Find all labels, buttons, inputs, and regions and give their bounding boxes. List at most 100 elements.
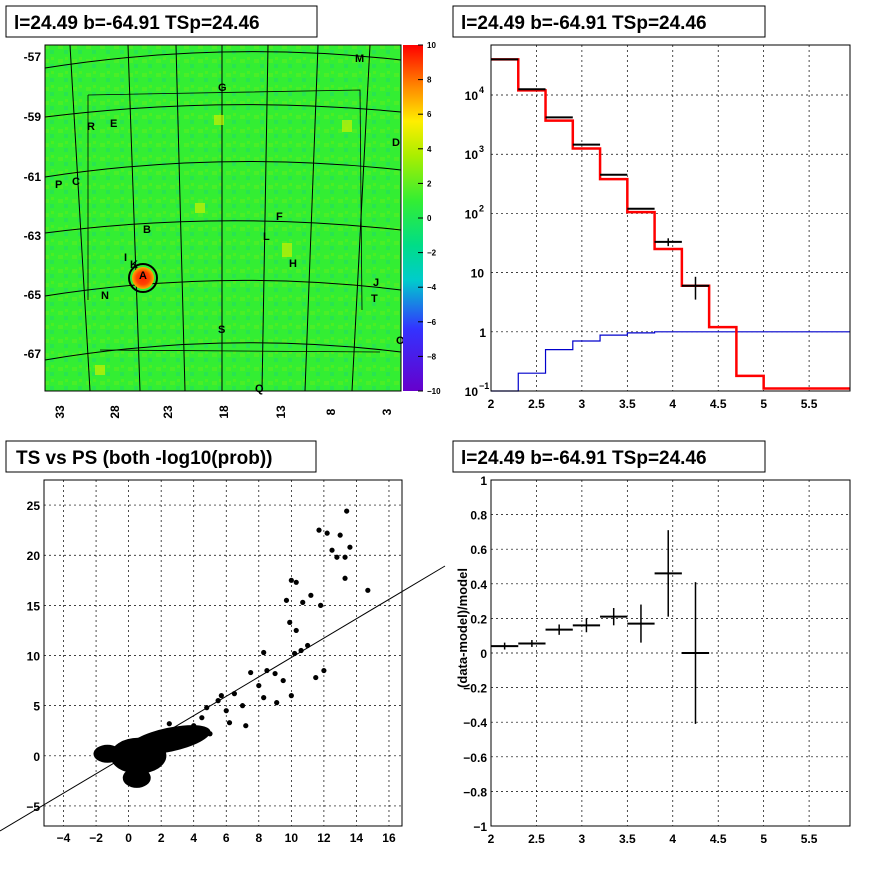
residual-ylabel: (data-model)/model <box>455 568 470 688</box>
scatter-y-tick: 25 <box>27 499 41 513</box>
residual-grid <box>491 480 850 826</box>
spectrum-y-tick: 10 <box>465 89 479 103</box>
scatter-point <box>239 703 246 709</box>
residual-x-tick: 2.5 <box>528 832 545 846</box>
scatter-point <box>274 700 280 706</box>
residual-y-tick: −0.2 <box>463 682 487 696</box>
spectrum-x-tick: 3.5 <box>619 397 636 411</box>
palette-tick: 10 <box>427 41 436 50</box>
spectrum-x-tick-labels: 2 2.5 3 3.5 4 4.5 5 5.5 <box>488 397 818 411</box>
scatter-point <box>344 508 350 514</box>
skymap-y-tick: -67 <box>24 347 42 361</box>
source-label-a: A <box>139 270 147 282</box>
residual-y-tick: 0 <box>480 647 487 661</box>
scatter-point <box>182 728 189 734</box>
scatter-point <box>313 674 319 681</box>
palette-tick: 8 <box>427 76 432 85</box>
scatter-x-tick: −2 <box>89 831 103 845</box>
palette-tick: 2 <box>427 179 432 188</box>
scatter-point <box>337 532 343 538</box>
spectrum-x-tick: 2 <box>488 397 495 411</box>
scatter-point <box>207 731 213 737</box>
spectrum-x-tick: 5.5 <box>801 397 818 411</box>
skymap-y-tick: -65 <box>24 288 42 302</box>
scatter-point <box>324 530 330 536</box>
scatter-point <box>226 720 233 726</box>
skymap-x-tick-labels: 33 28 23 18 13 8 3 <box>53 405 394 419</box>
residual-y-tick: 0.6 <box>470 543 487 557</box>
residual-pad: 2 2.5 3 3.5 4 4.5 5 5.5 −1 −0.8 −0.6 −0.4 −0.2 0 0.2 0… <box>452 440 851 846</box>
spectrum-y-exponent: −1 <box>479 381 489 391</box>
scatter-y-tick: −5 <box>26 800 40 814</box>
spectrum-y-tick: 10 <box>465 207 479 221</box>
residual-points <box>491 530 710 724</box>
palette-tick-labels: 10 8 6 4 2 0 −2 −4 −6 −8 −10 <box>418 41 441 396</box>
source-label-t: T <box>371 293 378 305</box>
scatter-point <box>218 693 224 699</box>
spectrum-y-tick: 1 <box>479 326 486 340</box>
scatter-y-tick-labels: −5 0 5 10 15 20 25 <box>26 499 40 814</box>
spectrum-x-tick: 5 <box>760 397 767 411</box>
spectrum-y-exponent: 3 <box>479 144 484 154</box>
source-label-k: K <box>130 259 138 271</box>
scatter-x-tick: 14 <box>350 831 364 845</box>
source-label-n: N <box>101 290 109 302</box>
color-palette <box>403 45 423 391</box>
palette-tick: 0 <box>427 214 432 223</box>
source-label-h: H <box>289 258 297 270</box>
scatter-x-tick: 8 <box>255 831 262 845</box>
source-label-r: R <box>87 121 95 133</box>
scatter-point <box>293 627 299 634</box>
skymap-area <box>45 45 401 391</box>
palette-tick: −8 <box>427 352 437 361</box>
scatter-point <box>308 592 314 598</box>
residual-y-tick-labels: −1 −0.8 −0.6 −0.4 −0.2 0 0.2 0.4 0.6 0.8 1 <box>463 474 487 834</box>
scatter-point <box>174 735 181 741</box>
scatter-point <box>280 677 286 684</box>
residual-y-tick: 1 <box>480 474 487 488</box>
scatter-point <box>318 602 324 608</box>
residual-y-tick: 0.8 <box>470 509 487 523</box>
hotspot-2 <box>342 120 352 132</box>
source-label-e: E <box>110 118 117 130</box>
scatter-point <box>298 647 304 654</box>
peak-source-spot <box>132 267 154 289</box>
scatter-x-tick: 2 <box>158 831 165 845</box>
scatter-point <box>264 667 270 674</box>
scatter-point <box>365 587 371 593</box>
scatter-frame <box>43 479 403 827</box>
scatter-x-tick: 10 <box>285 831 299 845</box>
spectrum-x-tick: 4.5 <box>710 397 727 411</box>
skymap-title: l=24.49 b=-64.91 TSp=24.46 <box>14 13 260 34</box>
residual-y-tick: 0.2 <box>470 612 487 626</box>
scatter-point <box>334 554 340 560</box>
scatter-pad: −4 −2 0 2 4 6 8 10 12 14 16 −5 0 5 10 15 20 25 TS vs PS … <box>0 440 446 845</box>
residual-x-tick: 4.5 <box>710 832 727 846</box>
scatter-y-tick: 15 <box>27 599 41 613</box>
residual-title: l=24.49 b=-64.91 TSp=24.46 <box>461 448 707 469</box>
scatter-y-tick: 0 <box>33 750 40 764</box>
scatter-point <box>321 667 327 674</box>
scatter-point <box>223 708 229 714</box>
scatter-point <box>347 544 353 550</box>
scatter-point <box>283 597 290 603</box>
spectrum-y-tick: 10 <box>471 267 485 281</box>
skymap-x-tick: 8 <box>324 408 338 415</box>
scatter-y-tick: 5 <box>33 700 40 714</box>
scatter-point <box>243 723 249 729</box>
scatter-x-tick-labels: −4 −2 0 2 4 6 8 10 12 14 16 <box>57 831 396 845</box>
skymap-x-tick: 28 <box>108 405 122 419</box>
spectrum-y-exponent: 2 <box>479 203 484 213</box>
scatter-y-tick: 20 <box>27 549 41 563</box>
residual-x-tick: 2 <box>488 832 495 846</box>
skymap-graticule <box>44 44 402 392</box>
cluster-tail <box>128 725 211 755</box>
dense-point-cluster <box>93 725 211 788</box>
skymap-frame <box>44 44 402 392</box>
background-model-line <box>491 331 850 392</box>
skymap-x-tick: 13 <box>274 405 288 419</box>
